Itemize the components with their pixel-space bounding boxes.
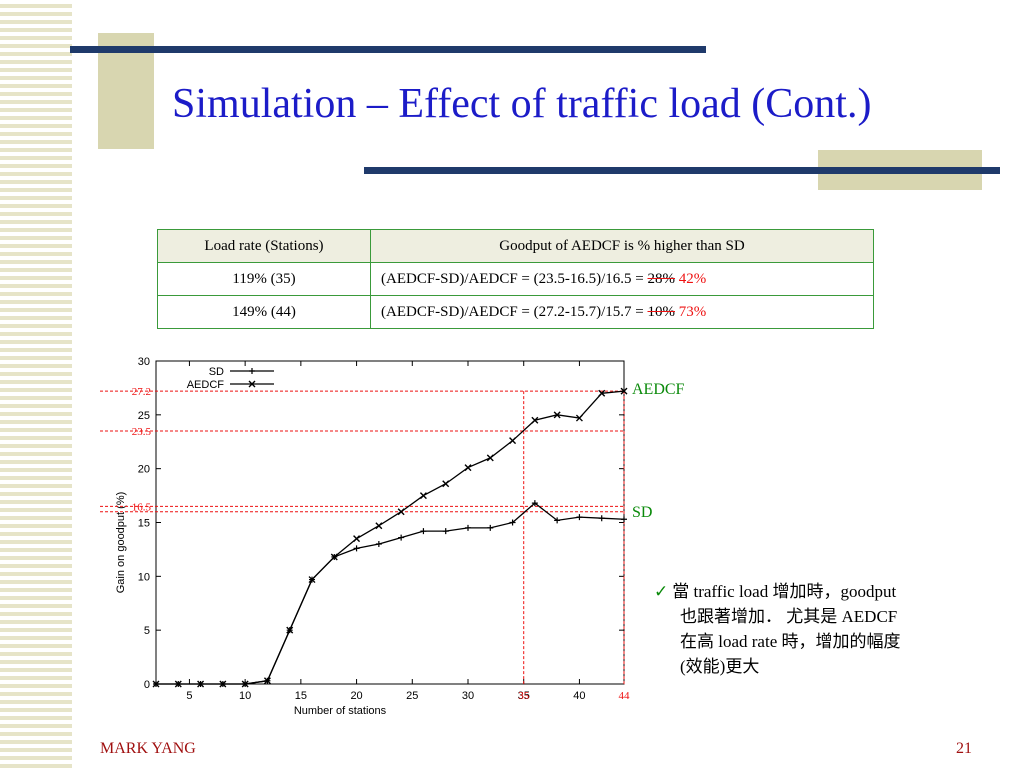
x-tick-label: 30: [462, 690, 474, 702]
goodput-gain-chart: 0 5 10 15 20 25 30 5 10 15 20 25 30 35 40 Number of sta…: [100, 356, 631, 717]
data-point-aedcf: [486, 454, 494, 462]
x-tick-label: 20: [350, 690, 362, 702]
data-point-aedcf: [241, 680, 249, 688]
y-tick-label: 5: [144, 625, 150, 637]
data-point-aedcf: [263, 677, 271, 685]
table-row: 149% (44) (AEDCF-SD)/AEDCF = (27.2-15.7)…: [157, 295, 874, 329]
data-point-sd: [531, 500, 538, 507]
data-point-aedcf: [509, 437, 517, 445]
data-point-sd: [487, 524, 494, 531]
table-cell-load: 119% (35): [157, 262, 371, 296]
note-line: 也跟著增加． 尤其是 AEDCF: [680, 607, 898, 626]
data-point-aedcf: [308, 576, 316, 584]
navy-rule-top: [70, 46, 706, 53]
data-point-aedcf: [152, 680, 160, 688]
legend-label: SD: [209, 366, 224, 378]
striped-sidebar-decoration: [0, 0, 72, 768]
annotation-vline-label: 44: [619, 690, 631, 702]
data-point-aedcf: [575, 414, 583, 422]
annotation-hline-label: 27.2: [132, 386, 151, 398]
y-tick-label: 15: [138, 518, 150, 530]
note-line: 在高 load rate 時，增加的幅度: [680, 632, 901, 651]
y-axis-label: Gain on goodput (%): [115, 492, 127, 594]
data-point-aedcf: [197, 680, 205, 688]
data-point-sd: [353, 545, 360, 552]
note-line: (效能)更大: [680, 657, 760, 676]
x-tick-label: 40: [573, 690, 585, 702]
data-point-aedcf: [442, 480, 450, 488]
series-line-sd: [156, 502, 625, 685]
series-line-aedcf: [156, 390, 625, 685]
check-icon: ✓: [654, 582, 669, 601]
corrected-value: 42%: [678, 270, 707, 287]
data-point-sd: [576, 514, 583, 521]
formula-text: (AEDCF-SD)/AEDCF = (23.5-16.5)/16.5 =: [381, 270, 648, 287]
data-point-aedcf: [330, 553, 338, 561]
annotation-hline-label: 23.5: [132, 426, 152, 438]
data-point-aedcf: [531, 416, 539, 424]
table-cell-formula: (AEDCF-SD)/AEDCF = (27.2-15.7)/15.7 = 10…: [370, 295, 874, 329]
data-point-aedcf: [598, 389, 606, 397]
data-point-sd: [509, 519, 516, 526]
legend-marker: [248, 380, 256, 388]
formula-text: (AEDCF-SD)/AEDCF = (27.2-15.7)/15.7 =: [381, 303, 648, 320]
legend-label: AEDCF: [187, 379, 225, 391]
y-tick-label: 0: [144, 679, 150, 691]
plot-frame: [155, 360, 625, 685]
data-point-sd: [621, 516, 627, 523]
page-number: 21: [956, 740, 972, 757]
data-point-sd: [420, 528, 427, 535]
y-tick-label: 30: [138, 356, 150, 368]
data-point-sd: [465, 524, 471, 531]
data-point-aedcf: [375, 522, 383, 530]
aedcf-series-label: AEDCF: [632, 381, 685, 398]
navy-rule-bottom: [364, 167, 1000, 174]
annotation-hline-label: 16.5: [132, 501, 152, 513]
corrected-value: 73%: [678, 303, 707, 320]
note-line: ✓ 當 traffic load 增加時，goodput: [654, 582, 897, 601]
goodput-table: Load rate (Stations) Goodput of AEDCF is…: [157, 229, 874, 329]
sd-series-label: SD: [632, 504, 653, 521]
data-point-aedcf: [286, 626, 294, 634]
data-point-aedcf: [464, 464, 472, 472]
data-point-aedcf: [419, 492, 427, 500]
x-tick-label: 10: [239, 690, 251, 702]
data-point-aedcf: [219, 680, 227, 688]
data-point-aedcf: [353, 535, 361, 543]
x-axis-label: Number of stations: [294, 705, 387, 717]
legend-marker: [249, 368, 255, 374]
bullet-note: ✓ 當 traffic load 增加時，goodput 也跟著增加． 尤其是 A…: [654, 579, 994, 679]
data-point-sd: [554, 517, 561, 524]
data-point-aedcf: [620, 387, 628, 395]
slide-title: Simulation – Effect of traffic load (Con…: [172, 81, 872, 127]
x-tick-label: 35: [518, 690, 530, 702]
x-tick-label: 25: [406, 690, 418, 702]
table-row: 119% (35) (AEDCF-SD)/AEDCF = (23.5-16.5)…: [157, 262, 874, 296]
data-point-sd: [442, 528, 449, 535]
x-tick-label: 5: [186, 690, 192, 702]
footer-author: MARK YANG: [100, 740, 196, 757]
struck-value: 28%: [647, 270, 676, 287]
data-point-sd: [398, 534, 405, 541]
struck-value: 10%: [647, 303, 676, 320]
data-point-sd: [375, 541, 382, 548]
x-tick-label: 15: [295, 690, 307, 702]
data-point-aedcf: [553, 411, 561, 419]
table-cell-load: 149% (44): [157, 295, 371, 329]
table-header-load: Load rate (Stations): [157, 229, 371, 263]
y-tick-label: 25: [138, 410, 150, 422]
table-cell-formula: (AEDCF-SD)/AEDCF = (23.5-16.5)/16.5 = 28…: [370, 262, 874, 296]
y-tick-label: 10: [138, 571, 150, 583]
data-point-aedcf: [174, 680, 182, 688]
annotation-vline-label: 35: [518, 690, 530, 702]
table-header-row: Load rate (Stations) Goodput of AEDCF is…: [157, 229, 874, 263]
data-point-aedcf: [397, 508, 405, 516]
data-point-sd: [598, 515, 605, 522]
table-header-goodput: Goodput of AEDCF is % higher than SD: [370, 229, 874, 263]
y-tick-label: 20: [138, 464, 150, 476]
